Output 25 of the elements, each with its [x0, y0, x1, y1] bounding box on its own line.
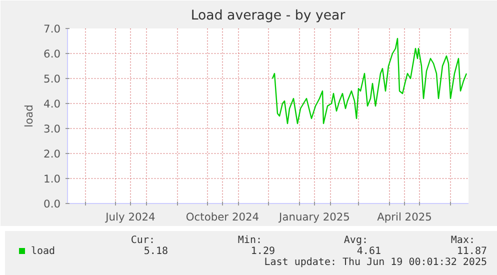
y-tick-label: 0.0 [44, 198, 61, 210]
text: Max: [450, 235, 475, 246]
y-tick-label: 5.0 [44, 72, 61, 86]
y-tick-label: 2.0 [44, 148, 61, 160]
text: 5.18 [144, 246, 168, 257]
y-tick-label: 4.0 [44, 98, 61, 110]
line-series [272, 38, 468, 124]
x-tick-label: January 2025 [278, 210, 350, 224]
legend-label: load [31, 246, 56, 257]
chart-title: Load average - by year [190, 8, 346, 24]
text: 1.29 [250, 246, 275, 257]
y-tick-label: 6.0 [44, 48, 61, 60]
x-tick-label: April 2025 [377, 210, 432, 224]
y-tick-label: 1.0 [44, 172, 61, 186]
text: Cur: [130, 235, 155, 246]
x-tick-label: October 2024 [186, 210, 260, 224]
text: 11.87 [456, 246, 487, 257]
text: Avg: [344, 235, 368, 246]
y-axis-title: load [22, 104, 36, 128]
y-tick-label: 7.0 [44, 22, 61, 36]
text: 4.61 [356, 246, 381, 257]
y-tick-label: 3.0 [44, 122, 61, 136]
x-tick-label: July 2024 [104, 210, 156, 224]
text: Min: [238, 235, 262, 246]
text: Last update: Thu Jun 19 00:01:32 2025 [264, 257, 487, 268]
